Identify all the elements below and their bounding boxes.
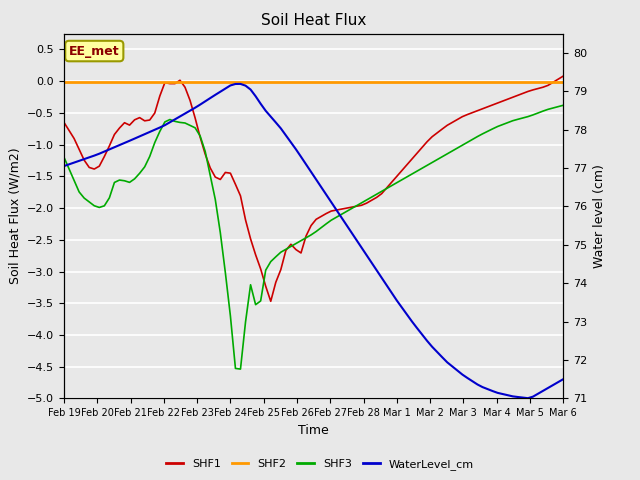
SHF2 xyxy=(358,79,365,84)
WaterLevel_cm xyxy=(176,114,184,120)
SHF2 xyxy=(317,79,325,84)
Line: WaterLevel_cm: WaterLevel_cm xyxy=(64,84,563,398)
SHF3 xyxy=(237,366,244,372)
SHF1 xyxy=(524,89,532,95)
WaterLevel_cm xyxy=(559,376,567,382)
Line: SHF3: SHF3 xyxy=(64,105,563,369)
SHF3 xyxy=(363,197,371,203)
SHF2 xyxy=(156,79,164,84)
WaterLevel_cm xyxy=(544,385,552,391)
SHF2 xyxy=(559,79,567,84)
SHF3 xyxy=(524,114,532,120)
Y-axis label: Water level (cm): Water level (cm) xyxy=(593,164,605,268)
SHF1 xyxy=(539,84,547,90)
Legend: SHF1, SHF2, SHF3, WaterLevel_cm: SHF1, SHF2, SHF3, WaterLevel_cm xyxy=(162,455,478,474)
SHF2 xyxy=(176,79,184,84)
WaterLevel_cm xyxy=(363,252,371,258)
SHF1 xyxy=(156,93,164,99)
WaterLevel_cm xyxy=(156,125,164,131)
WaterLevel_cm xyxy=(60,163,68,169)
WaterLevel_cm xyxy=(237,81,244,87)
SHF1 xyxy=(60,120,68,125)
SHF1 xyxy=(176,77,184,83)
Y-axis label: Soil Heat Flux (W/m2): Soil Heat Flux (W/m2) xyxy=(8,148,22,284)
X-axis label: Time: Time xyxy=(298,424,329,437)
Title: Soil Heat Flux: Soil Heat Flux xyxy=(261,13,366,28)
SHF2 xyxy=(534,79,542,84)
Text: EE_met: EE_met xyxy=(69,45,120,58)
SHF3 xyxy=(176,120,184,125)
SHF3 xyxy=(323,221,330,227)
SHF1 xyxy=(559,73,567,79)
SHF1 xyxy=(267,299,275,304)
SHF2 xyxy=(519,79,527,84)
Line: SHF1: SHF1 xyxy=(64,76,563,301)
WaterLevel_cm xyxy=(524,396,532,401)
SHF1 xyxy=(323,211,330,216)
SHF3 xyxy=(156,129,164,134)
WaterLevel_cm xyxy=(323,192,330,197)
SHF3 xyxy=(60,155,68,160)
SHF3 xyxy=(539,108,547,114)
SHF2 xyxy=(60,79,68,84)
SHF3 xyxy=(559,102,567,108)
SHF1 xyxy=(363,200,371,206)
WaterLevel_cm xyxy=(529,394,537,399)
